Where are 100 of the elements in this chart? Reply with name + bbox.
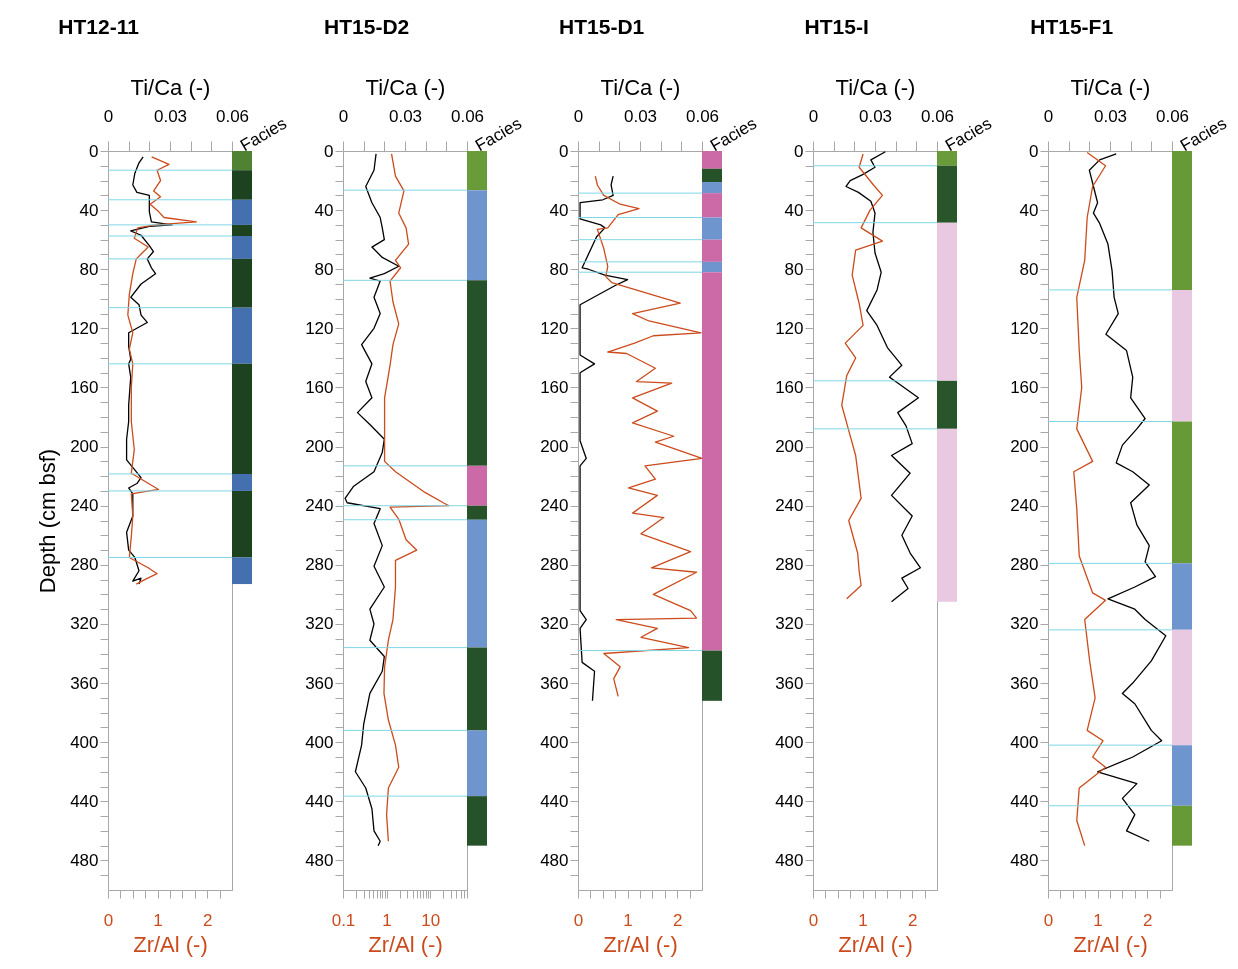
y-tick-label: 200 bbox=[540, 437, 569, 457]
bar bbox=[937, 165, 957, 223]
bar bbox=[1172, 745, 1192, 806]
y-tick-label: 360 bbox=[70, 673, 99, 693]
x-tick-label: 1 bbox=[858, 910, 868, 930]
y-tick-label: 360 bbox=[540, 673, 569, 693]
x-tick-label: 2 bbox=[1142, 910, 1153, 930]
chart-title: HT15-I bbox=[804, 15, 869, 38]
y-tick-label: 440 bbox=[1010, 791, 1039, 811]
y-tick-label: 40 bbox=[784, 200, 804, 220]
bar bbox=[937, 380, 957, 429]
x2-tick-label: 0.06 bbox=[1155, 106, 1190, 126]
bar bbox=[467, 647, 487, 731]
y-tick-label: 280 bbox=[70, 555, 99, 575]
bar bbox=[702, 168, 722, 183]
x2-tick-label: 0.06 bbox=[685, 106, 720, 126]
x-axis-title: Zr/Al (-) bbox=[838, 931, 913, 957]
x-tick-label: 0 bbox=[573, 910, 584, 930]
bar bbox=[702, 650, 722, 701]
y-tick-label: 480 bbox=[775, 850, 804, 870]
y-tick-label: 80 bbox=[549, 259, 569, 279]
x-tick-label: 0 bbox=[808, 910, 819, 930]
bar bbox=[702, 193, 722, 218]
bar bbox=[232, 307, 252, 364]
y-tick-label: 320 bbox=[775, 614, 804, 634]
x-tick-label: 2 bbox=[672, 910, 683, 930]
y-tick-label: 120 bbox=[540, 318, 569, 338]
x-tick-label: 0 bbox=[1043, 910, 1054, 930]
y-tick-label: 440 bbox=[305, 791, 334, 811]
bar bbox=[1172, 289, 1192, 422]
y-tick-label: 440 bbox=[540, 791, 569, 811]
y-tick-label: 280 bbox=[540, 555, 569, 575]
bar bbox=[232, 235, 252, 259]
y-tick-label: 480 bbox=[1010, 850, 1039, 870]
y-tick-label: 400 bbox=[1010, 732, 1039, 752]
bar bbox=[232, 557, 252, 585]
y-tick-label: 440 bbox=[775, 791, 804, 811]
bar bbox=[467, 796, 487, 846]
y-tick-label: 240 bbox=[540, 496, 569, 516]
y-tick-label: 120 bbox=[305, 318, 334, 338]
bar bbox=[1172, 421, 1192, 564]
y-tick-label: 480 bbox=[540, 850, 569, 870]
chart-title: HT15-D1 bbox=[559, 15, 645, 38]
bar bbox=[232, 224, 252, 236]
bar bbox=[467, 730, 487, 797]
x-axis-title: Zr/Al (-) bbox=[368, 931, 443, 957]
y-tick-label: 320 bbox=[305, 614, 334, 634]
y-tick-label: 320 bbox=[1010, 614, 1039, 634]
bar bbox=[937, 222, 957, 381]
y-tick-label: 320 bbox=[540, 614, 569, 634]
y-tick-label: 120 bbox=[70, 318, 99, 338]
y-tick-label: 40 bbox=[549, 200, 569, 220]
y-tick-label: 200 bbox=[775, 437, 804, 457]
y-tick-label: 240 bbox=[1010, 496, 1039, 516]
bar bbox=[702, 151, 722, 169]
bar bbox=[1172, 563, 1192, 630]
y-tick-label: 280 bbox=[305, 555, 334, 575]
x2-tick-label: 0.03 bbox=[388, 106, 423, 126]
bar bbox=[467, 465, 487, 506]
bar bbox=[232, 490, 252, 558]
y-tick-label: 160 bbox=[305, 377, 334, 397]
bar bbox=[467, 505, 487, 520]
bar bbox=[232, 151, 252, 171]
y-tick-label: 480 bbox=[305, 850, 334, 870]
x2-tick-label: 0.03 bbox=[623, 106, 658, 126]
x2-tick-label: 0.06 bbox=[920, 106, 955, 126]
x-axis-title: Zr/Al (-) bbox=[133, 931, 208, 957]
x2-tick-label: 0.03 bbox=[1093, 106, 1128, 126]
y-tick-label: 160 bbox=[1010, 377, 1039, 397]
chart-title: HT15-F1 bbox=[1030, 15, 1114, 38]
y-tick-label: 200 bbox=[305, 437, 334, 457]
bar bbox=[702, 217, 722, 240]
x-tick-label: 10 bbox=[421, 910, 441, 930]
bar bbox=[467, 190, 487, 281]
x-axis-title: Zr/Al (-) bbox=[1073, 931, 1148, 957]
y-tick-label: 40 bbox=[1019, 200, 1039, 220]
y-tick-label: 240 bbox=[775, 496, 804, 516]
y-tick-label: 400 bbox=[305, 732, 334, 752]
bar bbox=[232, 258, 252, 308]
bar bbox=[232, 199, 252, 225]
y-tick-label: 40 bbox=[314, 200, 334, 220]
y-axis-title: Depth (cm bsf) bbox=[35, 448, 61, 594]
x-tick-label: 1 bbox=[382, 910, 392, 930]
bar bbox=[467, 151, 487, 191]
y-tick-label: 120 bbox=[775, 318, 804, 338]
x-tick-label: 2 bbox=[202, 910, 213, 930]
y-tick-label: 80 bbox=[79, 259, 99, 279]
x2-axis-title: Ti/Ca (-) bbox=[835, 74, 916, 100]
y-tick-label: 320 bbox=[70, 614, 99, 634]
y-tick-label: 280 bbox=[1010, 555, 1039, 575]
x-tick-label: 1 bbox=[623, 910, 633, 930]
y-tick-label: 400 bbox=[775, 732, 804, 752]
line-series bbox=[594, 175, 703, 698]
chart-title: HT12-11 bbox=[58, 15, 140, 38]
y-tick-label: 360 bbox=[305, 673, 334, 693]
bar bbox=[702, 239, 722, 262]
bar bbox=[1172, 805, 1192, 846]
y-tick-label: 400 bbox=[540, 732, 569, 752]
bar bbox=[232, 363, 252, 474]
x2-axis-title: Ti/Ca (-) bbox=[130, 74, 211, 100]
